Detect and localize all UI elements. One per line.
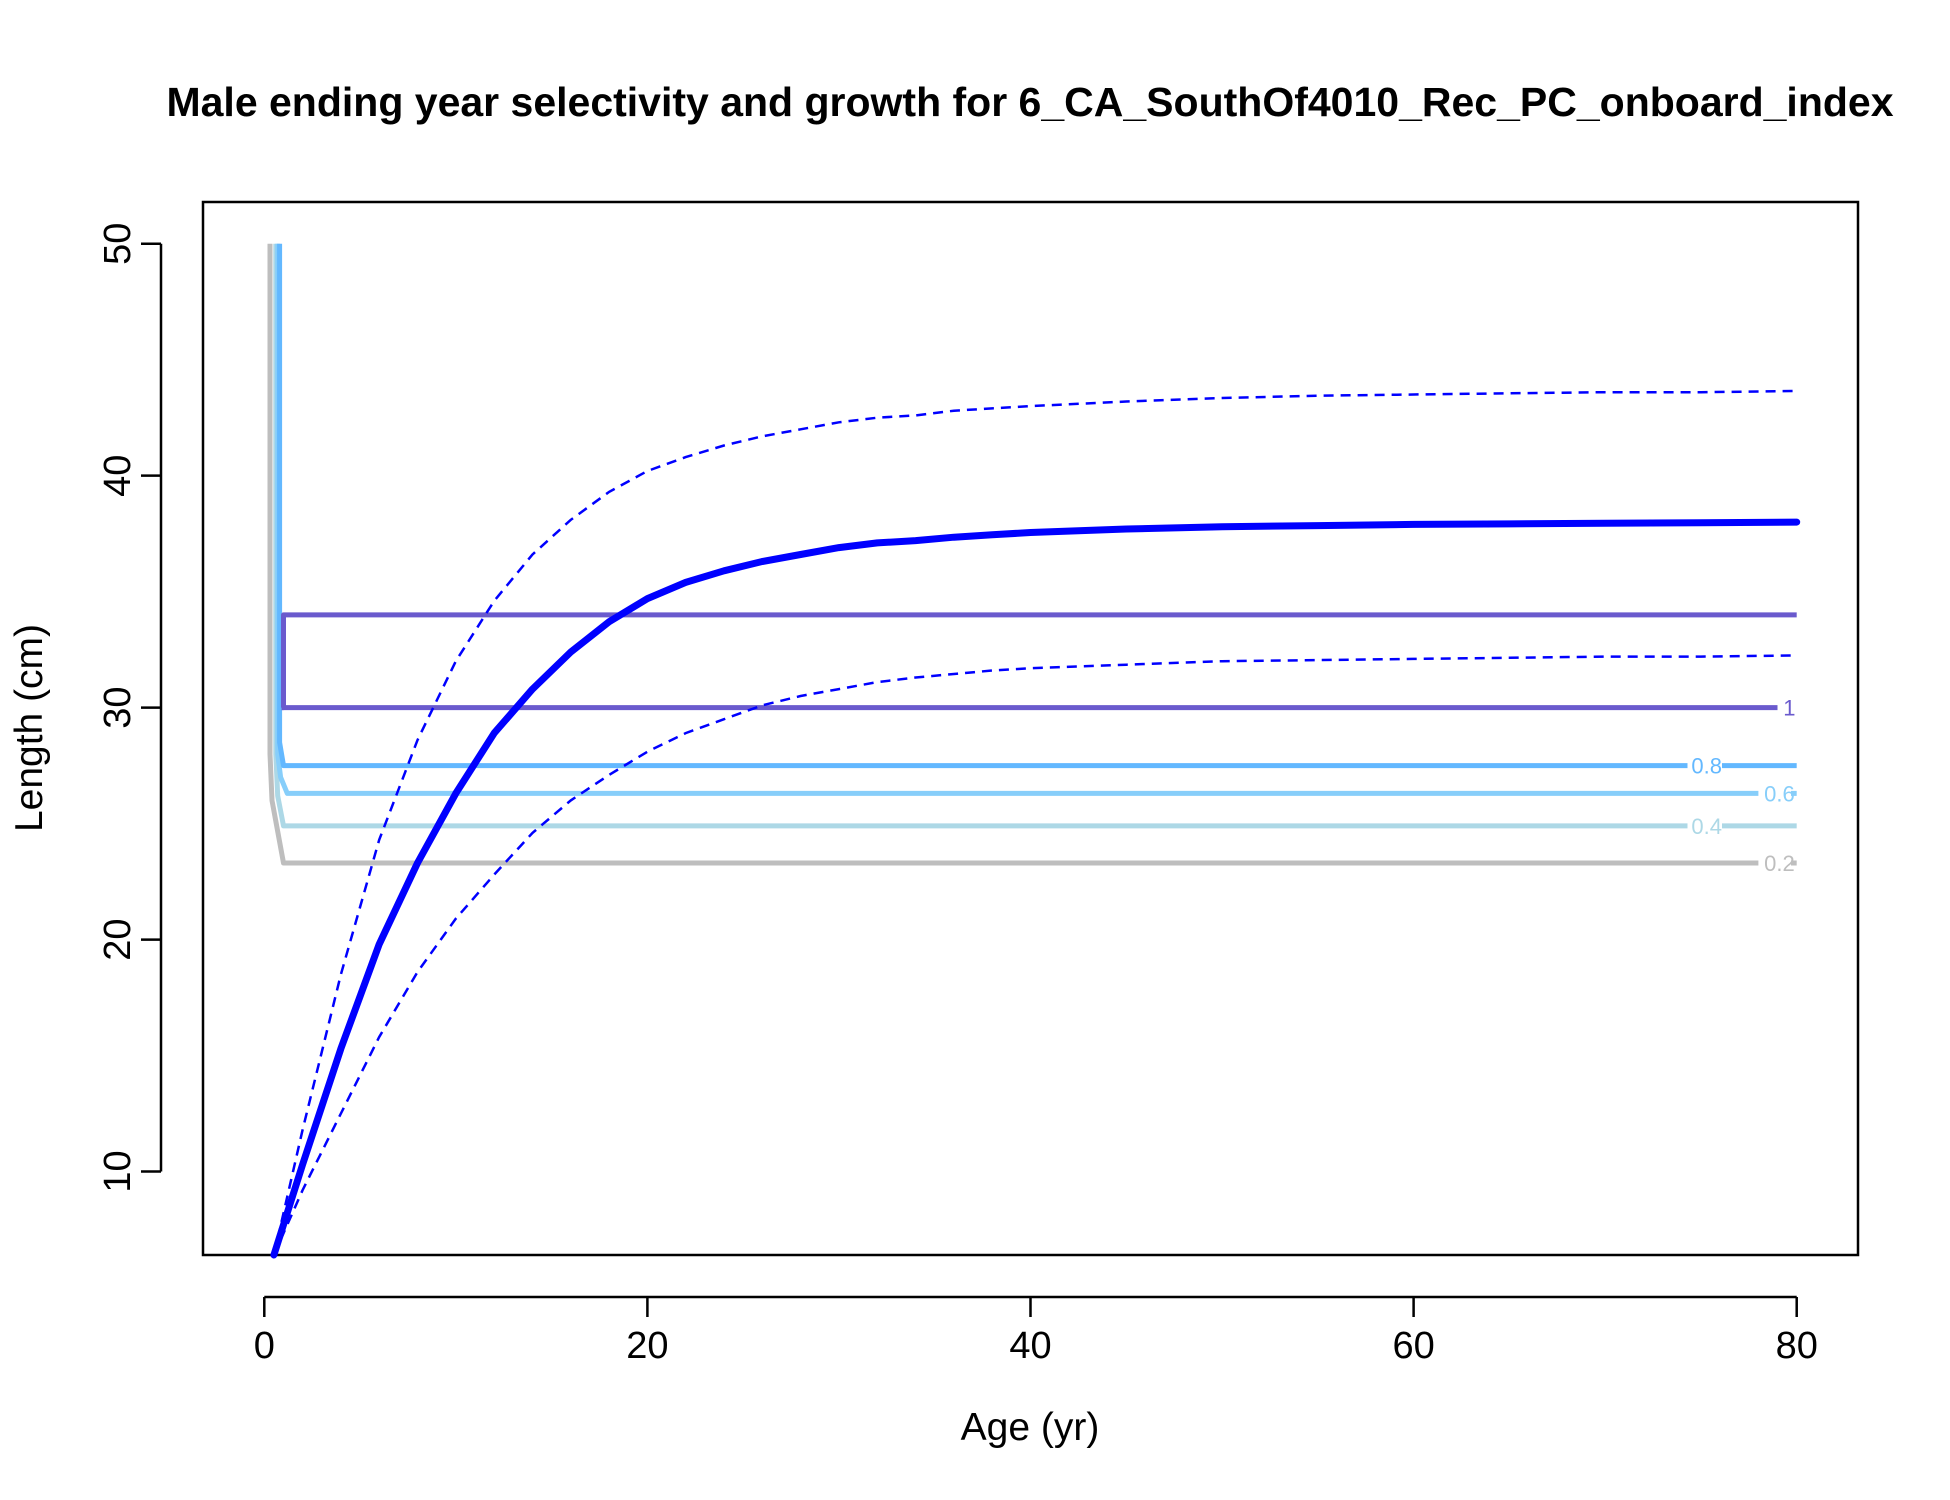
selectivity-line-1: [267, 243, 1759, 866]
x-axis-label: Age (yr): [961, 1406, 1100, 1449]
plot-frame: [201, 200, 1860, 1257]
contour-label-0-2: 0.2: [1764, 851, 1795, 876]
x-tick-label: 20: [626, 1325, 668, 1367]
contour-label-1: 1: [1783, 696, 1795, 721]
axes: 0 20 40 60 80 10 20 30 40 50: [97, 223, 1818, 1367]
x-tick-label: 40: [1009, 1325, 1051, 1367]
y-tick-label: 40: [97, 455, 139, 497]
y-tick-label: 20: [97, 918, 139, 960]
contour-label-0-6: 0.6: [1764, 781, 1795, 806]
selectivity-line-3: [275, 243, 1759, 796]
y-tick-label: 50: [97, 223, 139, 265]
chart-title: Male ending year selectivity and growth …: [166, 79, 1893, 125]
y-tick-label: 30: [97, 686, 139, 728]
contour-label-0-8: 0.8: [1691, 754, 1722, 779]
selectivity-lines: [267, 243, 1797, 866]
y-tick-label: 10: [97, 1150, 139, 1192]
contour-labels: 1 0.8 0.6 0.4 0.2: [1691, 696, 1795, 876]
growth-lower-ci: [272, 654, 1797, 1256]
contour-label-0-4: 0.4: [1691, 814, 1722, 839]
y-axis-label: Length (cm): [8, 624, 51, 832]
growth-upper-ci: [272, 389, 1797, 1256]
growth-mean-line: [270, 518, 1801, 1259]
x-tick-label: 60: [1392, 1325, 1434, 1367]
selectivity-line-5: [281, 612, 1797, 711]
growth-lines: [270, 389, 1801, 1259]
x-tick-label: 80: [1776, 1325, 1818, 1367]
selectivity-line-4: [277, 243, 1688, 769]
x-tick-label: 0: [254, 1325, 275, 1367]
